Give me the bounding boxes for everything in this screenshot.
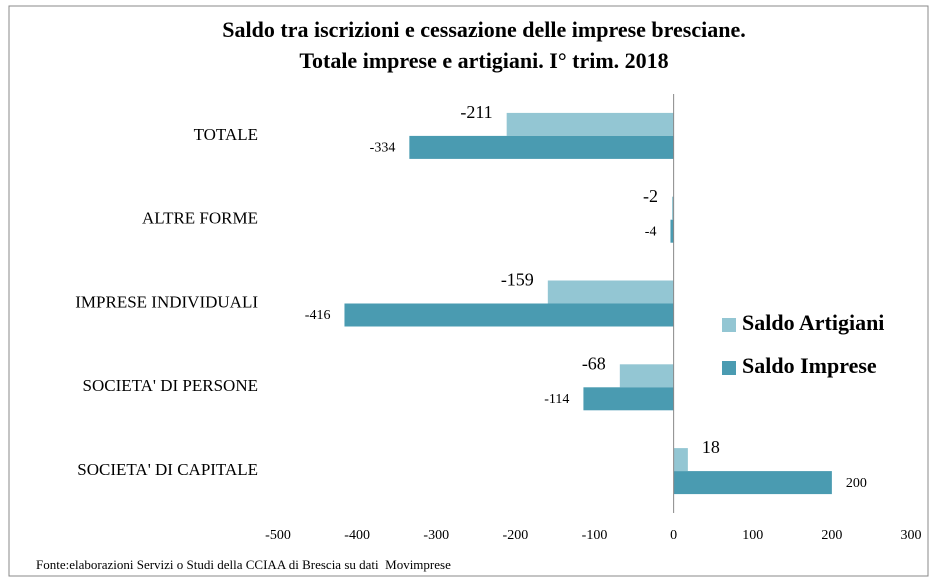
source-note: Fonte:elaborazioni Servizi o Studi della…: [36, 557, 451, 572]
bar: [673, 448, 688, 472]
data-label: -4: [645, 224, 657, 239]
data-label: -114: [544, 392, 569, 407]
legend-label: Saldo Artigiani: [742, 310, 884, 335]
x-tick-label: -100: [582, 528, 608, 543]
legend-swatch: [722, 318, 736, 332]
x-tick-label: -200: [503, 528, 529, 543]
data-label: -334: [370, 141, 396, 156]
x-tick-label: -500: [265, 528, 291, 543]
data-label: -211: [460, 102, 492, 122]
x-tick-label: -400: [344, 528, 370, 543]
bar: [672, 196, 674, 220]
chart-title: Saldo tra iscrizioni e cessazione delle …: [222, 17, 745, 42]
legend-swatch: [722, 361, 736, 375]
y-tick-label: SOCIETA' DI CAPITALE: [77, 460, 258, 479]
y-tick-label: SOCIETA' DI PERSONE: [83, 376, 259, 395]
bar: [409, 135, 674, 159]
y-tick-label: TOTALE: [194, 125, 258, 144]
y-tick-label: ALTRE FORME: [142, 209, 258, 228]
bar: [619, 364, 674, 388]
x-tick-label: 0: [670, 528, 677, 543]
x-tick-label: 100: [742, 528, 763, 543]
bar: [547, 280, 674, 304]
x-tick-label: 300: [901, 528, 922, 543]
legend-label: Saldo Imprese: [742, 353, 877, 378]
data-label: -159: [501, 270, 534, 290]
bar: [506, 112, 674, 136]
data-label: -68: [582, 353, 606, 373]
data-label: -2: [643, 186, 658, 206]
data-label: 18: [702, 437, 720, 457]
bar: [673, 471, 832, 495]
x-tick-label: -300: [423, 528, 449, 543]
x-tick-label: 200: [821, 528, 842, 543]
chart-title: Totale imprese e artigiani. I° trim. 201…: [299, 48, 668, 73]
bar: [583, 387, 674, 411]
data-label: 200: [846, 476, 867, 491]
y-tick-label: IMPRESE INDIVIDUALI: [75, 292, 258, 311]
data-label: -416: [305, 308, 331, 323]
bar: [344, 303, 674, 327]
bar: [670, 219, 674, 243]
